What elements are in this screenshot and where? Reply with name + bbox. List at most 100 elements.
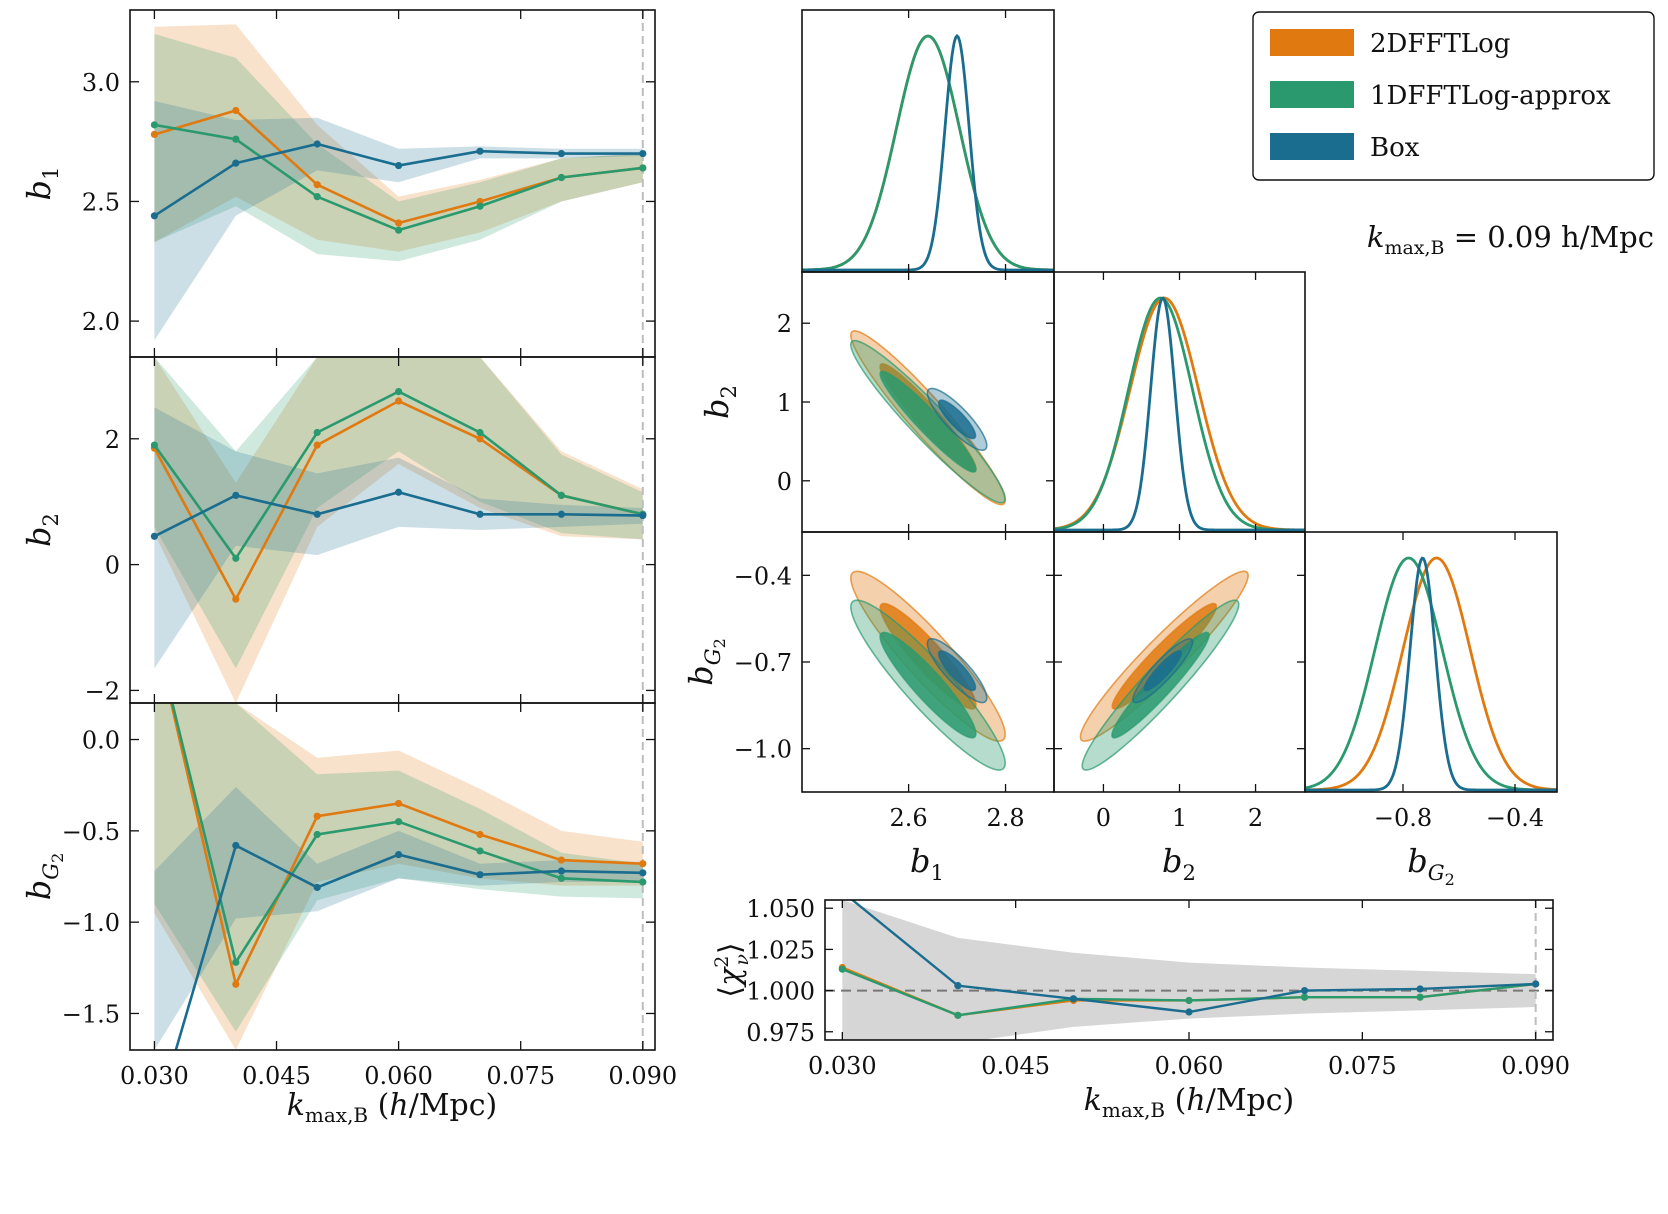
left-xlabel-h: h	[389, 1088, 408, 1123]
panel-b-2-plot	[150, 357, 647, 703]
corner-xtick-label: −0.8	[1374, 804, 1432, 832]
band-box	[154, 407, 643, 669]
corner-xtick-label: 2	[1248, 804, 1263, 832]
panel-b-g2: −1.5 −1.0 −0.5 0.0 0.030 0.045 0.060 0.075 0.090…	[20, 702, 677, 1126]
point-1dfftlog-approx	[395, 388, 403, 396]
corner-ytick-label: −1.0	[734, 736, 792, 764]
corner-ylabel-bg2-base: b	[682, 665, 720, 685]
chi2-ylabel-open: ⟨	[713, 986, 748, 998]
marginal-b-g2-2dfftlog	[1305, 556, 1557, 792]
point-1dfftlog-approx	[232, 958, 240, 966]
point-1dfftlog-approx	[150, 441, 159, 449]
point-1dfftlog-approx	[639, 878, 647, 886]
chi2-ylabel-close: ⟩	[713, 942, 748, 954]
chi2-xlabel-mpc: /Mpc)	[1206, 1083, 1295, 1118]
point-box	[151, 1119, 158, 1126]
point-2dfftlog	[395, 397, 403, 405]
ylabel-b-g2-subsub: 2	[48, 853, 67, 863]
corner-cell-plot	[850, 330, 1006, 506]
band-1dfftlog-approx	[154, 33, 643, 262]
point-box	[639, 149, 647, 158]
chi2-xtick-label: 0.075	[1328, 1052, 1397, 1080]
ylabel-b-g2-base: b	[20, 880, 58, 900]
corner-cell-1-1	[801, 9, 1055, 273]
corner-ytick-label: 1	[777, 389, 792, 417]
corner-cell-3-2: 0 1 2	[1053, 531, 1306, 832]
ylabel-b-g2: bG2	[20, 853, 67, 901]
chi2-plot	[825, 900, 1553, 1040]
point-box	[557, 149, 565, 158]
contour-b-1-b-2-box-1sigma	[937, 399, 977, 440]
point-1dfftlog-approx	[313, 428, 321, 437]
ylabel-b-1-sub: 1	[38, 167, 63, 180]
point-box	[639, 511, 647, 520]
band-2dfftlog	[154, 703, 643, 1050]
point-1dfftlog-approx	[476, 202, 484, 210]
ylabel-b-g2-sub: G	[38, 863, 63, 880]
corner-ytick-label: 2	[777, 310, 792, 338]
legend: 2DFFTLog 1DFFTLog-approx Box	[1252, 11, 1655, 181]
legend-label-2dfftlog: 2DFFTLog	[1370, 29, 1510, 59]
chi2-xlabel-h: h	[1186, 1083, 1205, 1118]
point-box	[313, 883, 321, 892]
point-2dfftlog	[313, 441, 321, 449]
point-2dfftlog	[557, 856, 565, 864]
chi2-xlabel-k: k	[1084, 1083, 1102, 1118]
point-box	[232, 159, 240, 167]
point-2dfftlog	[232, 980, 240, 988]
point-2dfftlog	[639, 860, 647, 868]
ylabel-b-2-base: b	[20, 526, 58, 546]
point-1dfftlog-approx	[232, 554, 240, 562]
ytick-label: 0.0	[82, 727, 120, 755]
corner-xlabel-bg2-base: b	[1407, 842, 1427, 880]
left-xlabel-mpc: /Mpc)	[409, 1088, 498, 1123]
point-box	[150, 532, 159, 540]
point-box	[476, 147, 484, 155]
point-1dfftlog-approx	[639, 164, 647, 172]
band-box	[154, 787, 643, 1050]
corner-cell-frame	[1304, 531, 1558, 793]
chi2-xtick-label: 0.030	[808, 1052, 877, 1080]
point-1dfftlog-approx	[557, 173, 565, 182]
ytick-label: −0.5	[62, 818, 120, 846]
chi2-point-1dfftlog-approx	[838, 965, 846, 973]
corner-xtick-label: 2.8	[986, 804, 1024, 832]
corner-cell-2-2	[1053, 271, 1306, 533]
ylabel-b-1-base: b	[20, 180, 58, 200]
ylabel-b-2: b2	[20, 513, 63, 547]
left-xlabel: kmax,B (h/Mpc)	[287, 1088, 498, 1127]
point-box	[557, 867, 565, 875]
left-xlabel-sub: max,B	[305, 1103, 368, 1127]
marginal-b-1-1dfftlog-approx	[802, 34, 1054, 272]
point-1dfftlog-approx	[557, 491, 565, 499]
panel-b-1: 2.0 2.5 3.0 b1	[20, 9, 656, 358]
left-xlabel-k: k	[287, 1088, 305, 1123]
chi2-ytick-label: 1.025	[746, 936, 815, 964]
corner-ylabel-bg2-subsub: 2	[710, 638, 729, 648]
point-box	[313, 140, 321, 148]
xtick-label: 0.090	[608, 1062, 677, 1090]
point-1dfftlog-approx	[150, 121, 159, 129]
point-1dfftlog-approx	[232, 135, 240, 143]
chi2-xtick-label: 0.060	[1155, 1052, 1224, 1080]
chi2-ytick-label: 1.050	[746, 895, 815, 923]
chi2-xlabel-sub: max,B	[1102, 1098, 1165, 1122]
chi2-ylabel: ⟨χ2ν⟩	[711, 942, 753, 997]
chi2-point-1dfftlog-approx	[954, 1011, 962, 1019]
point-box	[557, 510, 565, 518]
corner-cell-plot	[850, 570, 1006, 771]
point-2dfftlog	[313, 181, 321, 189]
point-2dfftlog	[476, 830, 484, 839]
corner-ylabel-bg2: bG2	[682, 638, 729, 686]
ytick-label: 2	[105, 426, 120, 454]
chi2-point-box	[1416, 985, 1424, 993]
ytick-label: 0	[105, 552, 120, 580]
corner-xtick-label: −0.4	[1486, 804, 1544, 832]
point-box	[232, 841, 240, 850]
point-box	[232, 491, 240, 499]
point-1dfftlog-approx	[313, 830, 321, 839]
corner-xlabel-b1: b1	[910, 842, 944, 885]
